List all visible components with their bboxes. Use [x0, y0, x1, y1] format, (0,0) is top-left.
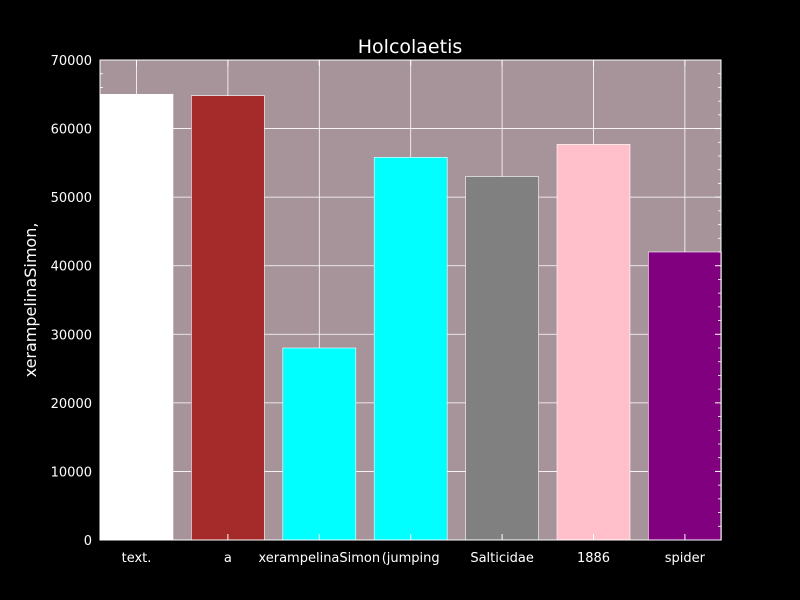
y-tick-label: 20000: [51, 397, 92, 412]
bars: [99, 93, 722, 541]
y-tick-label: 10000: [51, 465, 92, 480]
bar-1: [191, 95, 265, 541]
y-axis-label: xerampelinaSimon,: [21, 223, 40, 378]
y-tick-label: 50000: [51, 191, 92, 206]
y-tick-label: 40000: [51, 260, 92, 275]
bar-0: [99, 93, 174, 541]
bar-6: [648, 251, 722, 541]
chart-title: Holcolaetis: [358, 36, 463, 58]
y-tick-label: 30000: [51, 328, 92, 343]
x-tick-label: a: [224, 551, 232, 566]
bar-2: [282, 347, 357, 541]
bar-5: [556, 144, 631, 541]
x-tick-label: xerampelinaSimon: [258, 551, 380, 566]
bar-3: [373, 157, 448, 541]
y-tick-label: 0: [84, 534, 92, 549]
ticks: 0 10000 20000 30000 40000 50000 60000 70000 text…: [51, 54, 721, 566]
bar-4: [465, 176, 539, 541]
x-tick-label: text.: [122, 551, 152, 566]
y-tick-label: 60000: [51, 123, 92, 138]
x-tick-label: (jumping: [382, 551, 440, 566]
x-tick-label: 1886: [577, 551, 610, 566]
y-tick-label: 70000: [51, 54, 92, 69]
x-tick-label: Salticidae: [470, 551, 534, 566]
x-tick-label: spider: [665, 551, 706, 566]
